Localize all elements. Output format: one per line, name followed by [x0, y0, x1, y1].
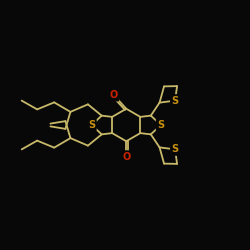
Text: O: O: [122, 152, 130, 162]
Text: S: S: [157, 120, 164, 130]
Text: S: S: [172, 96, 179, 106]
Text: O: O: [110, 90, 118, 100]
Text: S: S: [172, 144, 179, 154]
Text: S: S: [88, 120, 95, 130]
